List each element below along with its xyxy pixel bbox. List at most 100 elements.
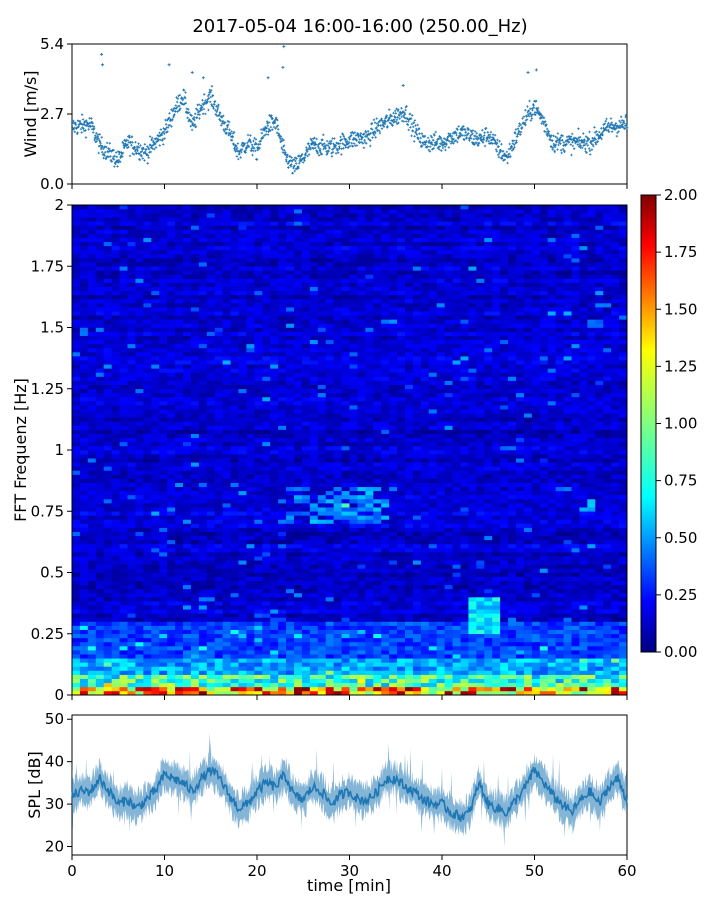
spectrogram-cell <box>159 527 168 532</box>
spectrogram-cell <box>159 523 168 528</box>
spectrogram-cell <box>476 474 485 479</box>
spectrogram-cell <box>214 503 223 508</box>
spectrogram-cell <box>468 523 477 528</box>
spectrogram-cell <box>357 466 366 471</box>
spectrogram-cell <box>428 470 438 475</box>
spectrogram-cell <box>539 646 549 651</box>
spectrogram-cell <box>539 621 549 626</box>
spectrogram-cell <box>325 560 334 565</box>
spectrogram-cell <box>198 609 208 614</box>
spectrogram-cell <box>119 646 128 651</box>
spectrogram-cell <box>595 650 604 655</box>
spectrogram-cell <box>262 609 271 614</box>
spectrogram-cell <box>555 515 564 520</box>
spectrogram-cell <box>159 405 168 410</box>
spectrogram-cell <box>341 548 350 553</box>
spectrogram-cell <box>357 686 366 692</box>
spectrogram-cell <box>587 470 596 475</box>
spectrogram-cell <box>460 633 469 639</box>
spectrogram-cell <box>555 609 564 614</box>
spectrogram-cell <box>175 486 184 492</box>
spectrogram-cell <box>325 503 334 508</box>
spectrogram-cell <box>412 584 422 590</box>
spectrogram-cell <box>79 441 89 447</box>
spectrogram-cell <box>198 576 208 581</box>
spectrogram-cell <box>230 674 239 679</box>
spectrogram-cell <box>468 605 477 610</box>
spectrogram-cell <box>333 572 342 577</box>
spectrogram-cell <box>603 462 612 467</box>
spectrogram-cell <box>183 646 192 651</box>
spectrogram-cell <box>222 466 231 471</box>
spectrogram-cell <box>405 466 414 471</box>
spectrogram-cell <box>294 580 303 586</box>
spectrogram-cell <box>119 413 128 418</box>
spectrogram-cell <box>595 527 604 532</box>
spectrogram-cell <box>325 650 334 655</box>
spectrogram-cell <box>190 650 200 655</box>
spectrogram-cell <box>119 405 128 410</box>
spectrogram-cell <box>500 552 509 557</box>
spectrogram-cell <box>127 482 136 488</box>
spectrogram-cell <box>111 686 120 692</box>
spectrogram-cell <box>325 454 334 459</box>
spectrogram-cell <box>214 686 223 692</box>
spectrogram-cell <box>365 658 374 663</box>
spectrogram-cell <box>563 670 572 675</box>
spectrogram-cell <box>523 613 533 618</box>
spectrogram-cell <box>619 462 628 467</box>
spectrogram-cell <box>579 507 588 512</box>
spectrogram-cell <box>135 674 144 679</box>
spectrogram-cell <box>214 515 223 520</box>
spectrogram-cell <box>555 474 564 479</box>
spectrogram-cell <box>373 690 382 696</box>
spectrogram-cell <box>547 609 556 614</box>
spectrogram-cell <box>484 409 493 414</box>
spectrogram-cell <box>79 560 89 565</box>
spectrogram-cell <box>294 666 303 671</box>
spectrogram-cell <box>111 539 120 545</box>
spectrogram-cell <box>135 646 144 651</box>
spectrogram-cell <box>175 690 184 696</box>
spectrogram-cell <box>72 413 81 418</box>
spectrogram-cell <box>95 421 105 426</box>
spectrogram-cell <box>476 409 485 414</box>
spectrogram-cell <box>159 519 168 524</box>
spectrogram-cell <box>95 629 105 635</box>
spectrogram-cell <box>238 425 247 430</box>
spectrogram-cell <box>270 560 279 565</box>
spectrogram-cell <box>238 478 247 483</box>
spectrogram-cell <box>278 633 287 639</box>
spectrogram-cell <box>206 609 216 614</box>
spectrogram-cell <box>87 429 97 434</box>
spectrogram-cell <box>119 556 128 561</box>
spectrogram-cell <box>349 470 358 475</box>
spectrogram-cell <box>270 568 279 573</box>
spectrogram-cell <box>278 454 287 459</box>
spectrogram-cell <box>357 682 366 688</box>
spectrogram-cell <box>294 605 303 610</box>
spectrogram-cell <box>373 666 382 671</box>
spectrogram-cell <box>619 666 628 671</box>
spectrogram-cell <box>270 641 279 647</box>
spectrogram-cell <box>579 572 588 577</box>
spectrogram-cell <box>119 605 128 610</box>
spectrogram-cell <box>547 678 556 684</box>
spectrogram-cell <box>270 592 279 598</box>
spectrogram-cell <box>412 437 422 443</box>
spectrogram-cell <box>238 597 247 602</box>
spectrogram-cell <box>539 507 549 512</box>
spectrogram-cell <box>270 682 279 688</box>
spectrogram-cell <box>397 548 406 553</box>
spectrogram-cell <box>79 625 89 630</box>
spectrogram-cell <box>190 511 200 516</box>
spectrogram-cell <box>143 580 152 586</box>
spectrogram-cell <box>571 503 580 508</box>
spectrogram-cell <box>619 543 628 549</box>
spectrogram-cell <box>246 686 255 692</box>
spectrogram-cell <box>523 674 533 679</box>
spectrogram-cell <box>95 539 105 545</box>
spectrogram-cell <box>79 445 89 451</box>
spectrogram-cell <box>214 519 223 524</box>
spectrogram-cell <box>262 592 271 598</box>
